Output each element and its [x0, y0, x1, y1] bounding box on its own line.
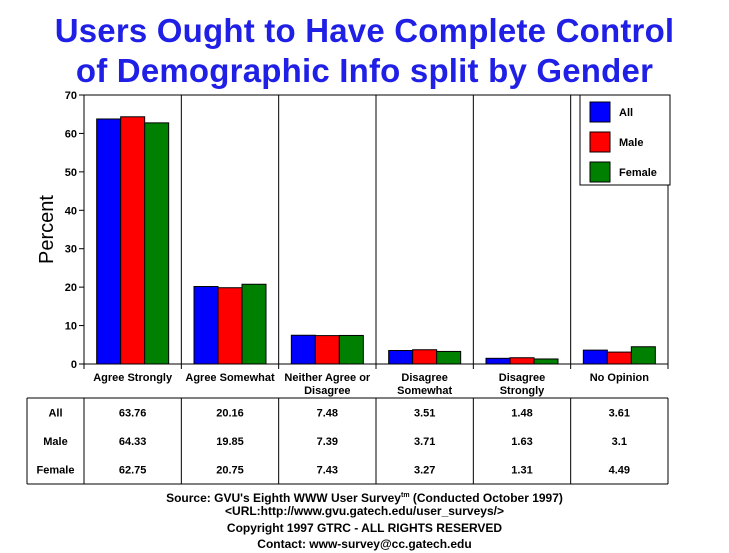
chart-title-line-1: Users Ought to Have Complete Control: [54, 12, 675, 49]
bar-female: [436, 350, 462, 365]
bar-female: [338, 334, 364, 365]
legend-label: Male: [619, 137, 643, 149]
x-category-label: Neither Agree or: [284, 372, 371, 384]
source-url: <URL:http://www.gvu.gatech.edu/user_surv…: [225, 504, 504, 518]
x-category-label: Disagree: [304, 385, 350, 397]
table-cell: 1.31: [511, 465, 532, 477]
x-category-label: Agree Somewhat: [185, 372, 275, 384]
table-cell: 20.75: [216, 465, 244, 477]
bar-female: [241, 283, 267, 365]
table-row-header: Male: [43, 436, 67, 448]
bar-male: [120, 116, 146, 365]
y-tick-label: 50: [65, 167, 77, 179]
legend-label: Female: [619, 167, 657, 179]
x-category-label: Disagree: [401, 372, 447, 384]
bar-male: [606, 351, 632, 365]
table-cell: 3.51: [414, 407, 435, 419]
y-tick-label: 60: [65, 128, 77, 140]
table-cell: 64.33: [119, 436, 147, 448]
table-row-header: Female: [37, 465, 75, 477]
x-category-label: No Opinion: [590, 372, 650, 384]
legend-label: All: [619, 107, 633, 119]
source-suffix: (Conducted October 1997): [409, 491, 563, 505]
table-cell: 20.16: [216, 407, 244, 419]
trademark-sup: tm: [400, 492, 410, 499]
y-tick-label: 10: [65, 321, 77, 333]
legend-swatch-female: [589, 161, 611, 183]
table-cell: 3.27: [414, 465, 435, 477]
bar-male: [412, 349, 438, 365]
y-tick-label: 40: [65, 205, 77, 217]
y-tick-label: 20: [65, 282, 77, 294]
bar-female: [630, 346, 656, 365]
bar-male: [509, 357, 535, 365]
bar-male: [314, 335, 340, 365]
bar-female: [533, 358, 559, 365]
source-prefix: Source: GVU's Eighth WWW User Survey: [166, 491, 401, 505]
bar-all: [290, 334, 316, 365]
y-tick-label: 30: [65, 244, 77, 256]
table-row-header: All: [48, 407, 62, 419]
table-cell: 4.49: [609, 465, 630, 477]
y-tick-label: 0: [71, 359, 77, 371]
y-tick-label: 70: [65, 90, 77, 102]
bar-all: [485, 357, 511, 365]
legend-swatch-male: [589, 131, 611, 153]
x-category-label: Agree Strongly: [93, 372, 173, 384]
copyright-note: Copyright 1997 GTRC - ALL RIGHTS RESERVE…: [226, 521, 503, 535]
table-cell: 63.76: [119, 407, 147, 419]
bar-all: [388, 350, 414, 365]
table-cell: 1.63: [511, 436, 532, 448]
y-axis-label: Percent: [36, 195, 58, 264]
x-category-label: Somewhat: [397, 385, 452, 397]
table-cell: 7.43: [317, 465, 338, 477]
x-category-label: Disagree: [499, 372, 545, 384]
table-cell: 62.75: [119, 465, 147, 477]
bar-all: [193, 286, 219, 365]
table-cell: 3.1: [612, 436, 627, 448]
table-cell: 7.48: [317, 407, 338, 419]
bar-female: [144, 122, 170, 365]
source-note: Source: GVU's Eighth WWW User Surveytm (…: [0, 489, 729, 505]
table-cell: 7.39: [317, 436, 338, 448]
legend-swatch-all: [589, 101, 611, 123]
bar-all: [582, 349, 608, 365]
table-cell: 19.85: [216, 436, 244, 448]
x-category-label: Strongly: [500, 385, 545, 397]
table-cell: 3.61: [609, 407, 630, 419]
table-cell: 3.71: [414, 436, 435, 448]
table-cell: 1.48: [511, 407, 532, 419]
bar-all: [96, 118, 122, 365]
chart-title-line-2: of Demographic Info split by Gender: [75, 52, 654, 89]
contact-note: Contact: www-survey@cc.gatech.edu: [257, 537, 472, 551]
bar-male: [217, 287, 243, 365]
